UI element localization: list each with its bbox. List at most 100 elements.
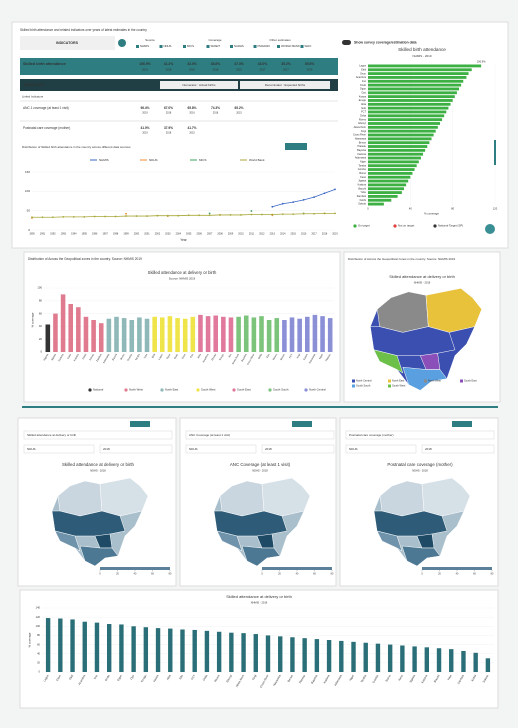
dropdown[interactable] (185, 444, 257, 454)
x-tick-label: Taraba (135, 353, 142, 361)
point (313, 196, 316, 199)
x-tick-label: 1992 (50, 233, 56, 236)
x-tick-label: 2003 (165, 233, 171, 236)
legend-swatch (160, 388, 164, 392)
tab-button[interactable] (130, 421, 150, 427)
toggle[interactable] (253, 45, 257, 48)
y-tick-label: FCT (361, 111, 366, 114)
dropdown[interactable] (261, 444, 335, 454)
add-button[interactable] (118, 39, 126, 47)
tab-button[interactable] (452, 421, 472, 427)
y-tick-label: Kaduna (357, 153, 366, 156)
dropdown-value: 2018 (425, 447, 432, 451)
point (250, 213, 253, 216)
bar (424, 647, 430, 672)
legend-swatch (393, 224, 397, 228)
y-tick-label: 20 (37, 661, 40, 665)
y-tick-label: 60 (39, 311, 43, 315)
toggle[interactable] (300, 45, 304, 48)
bar (312, 314, 318, 352)
toggle[interactable] (277, 45, 280, 48)
bar (182, 318, 188, 352)
toggle[interactable] (230, 45, 233, 48)
group-label: Coverage (208, 38, 221, 42)
cell-year: 2018 (213, 112, 219, 115)
x-tick-label: Lagos (42, 673, 50, 682)
x-tick-label: 2011 (249, 233, 255, 236)
cell-value: 35.2% (281, 62, 291, 66)
indicator-name: Skilled birth attendance (23, 62, 66, 66)
bar (106, 318, 112, 352)
chart-title: ANC Coverage (at least 1 visit) (230, 462, 291, 467)
y-tick-label: 60 (37, 642, 40, 646)
x-tick-label: Bauchi (433, 674, 441, 684)
bar (368, 198, 392, 202)
toggle[interactable] (183, 45, 186, 48)
point (323, 192, 326, 195)
source-label: NDHS (164, 44, 172, 48)
x-tick-label: Ebonyi (211, 353, 217, 361)
x-tick-label: 2014 (280, 233, 286, 236)
dropdown[interactable] (421, 444, 495, 454)
x-tick-label: Abia (166, 673, 172, 680)
dropdown[interactable] (345, 444, 417, 454)
chart-title: Skilled attendance at delivery or birth (226, 594, 292, 599)
x-tick-label: Kebbi (82, 353, 88, 360)
toggle[interactable] (159, 45, 163, 48)
bar (70, 619, 75, 672)
bar (368, 83, 462, 87)
x-tick-label: Borno (384, 673, 391, 682)
bar (351, 641, 356, 672)
bar (368, 68, 472, 72)
x-tick-label: 2012 (259, 233, 265, 236)
x-tick-label: Imo (228, 353, 233, 359)
y-tick-label: Bayelsa (357, 149, 367, 152)
legend-label: North West (428, 379, 441, 383)
toggle[interactable] (206, 45, 210, 48)
dropdown[interactable] (23, 444, 95, 454)
cell-value: 74.3% (211, 106, 220, 110)
scroll-button[interactable] (485, 224, 495, 234)
bar (368, 129, 436, 133)
x-tick-label: 1995 (82, 233, 88, 236)
scale-label: 20 (278, 573, 281, 576)
bar (320, 316, 325, 352)
heading: Skilled birth attendance and related ind… (20, 28, 147, 32)
toggle-label: Show survey coverage/estimation data (354, 40, 417, 44)
bar (314, 639, 320, 672)
dropdown[interactable] (345, 430, 495, 440)
cell-year: 2018 (166, 132, 172, 135)
toggle-switch[interactable] (342, 40, 351, 45)
x-tick-label: Sokoto (89, 353, 96, 362)
x-tick-label: 1996 (92, 233, 98, 236)
y-tick-label: Kwara (359, 95, 367, 98)
tab-button[interactable] (292, 421, 312, 427)
toggle[interactable] (136, 45, 139, 48)
x-tick-label: Taraba (359, 673, 367, 683)
chart-button[interactable] (285, 143, 307, 150)
x-tick-label: Zamfara (96, 353, 103, 363)
cell-year: 2015 (236, 68, 242, 72)
cell-value: 43.0% (187, 62, 197, 66)
y-tick-label: Bauchi (358, 187, 366, 190)
y-tick-label: Ekiti (361, 68, 366, 71)
x-tick-label: 2010 (238, 233, 244, 236)
dropdown[interactable] (23, 430, 173, 440)
legend-swatch (352, 379, 355, 383)
map-region (51, 510, 126, 537)
bar (368, 110, 447, 114)
legend-swatch (353, 224, 357, 228)
cell-value: 67.0% (164, 106, 173, 110)
dropdown-value: NDHS (27, 447, 36, 451)
map-region (402, 366, 448, 391)
dropdown[interactable] (99, 444, 173, 454)
point (281, 202, 284, 205)
y-tick-label: 20 (39, 337, 43, 341)
x-tick-label: Niger (319, 353, 325, 360)
x-tick-label: Ogun (116, 673, 123, 681)
x-tick-label: Kogi (296, 353, 301, 359)
dropdown[interactable] (185, 430, 335, 440)
x-tick-label: 2007 (207, 233, 213, 236)
point (302, 212, 305, 215)
